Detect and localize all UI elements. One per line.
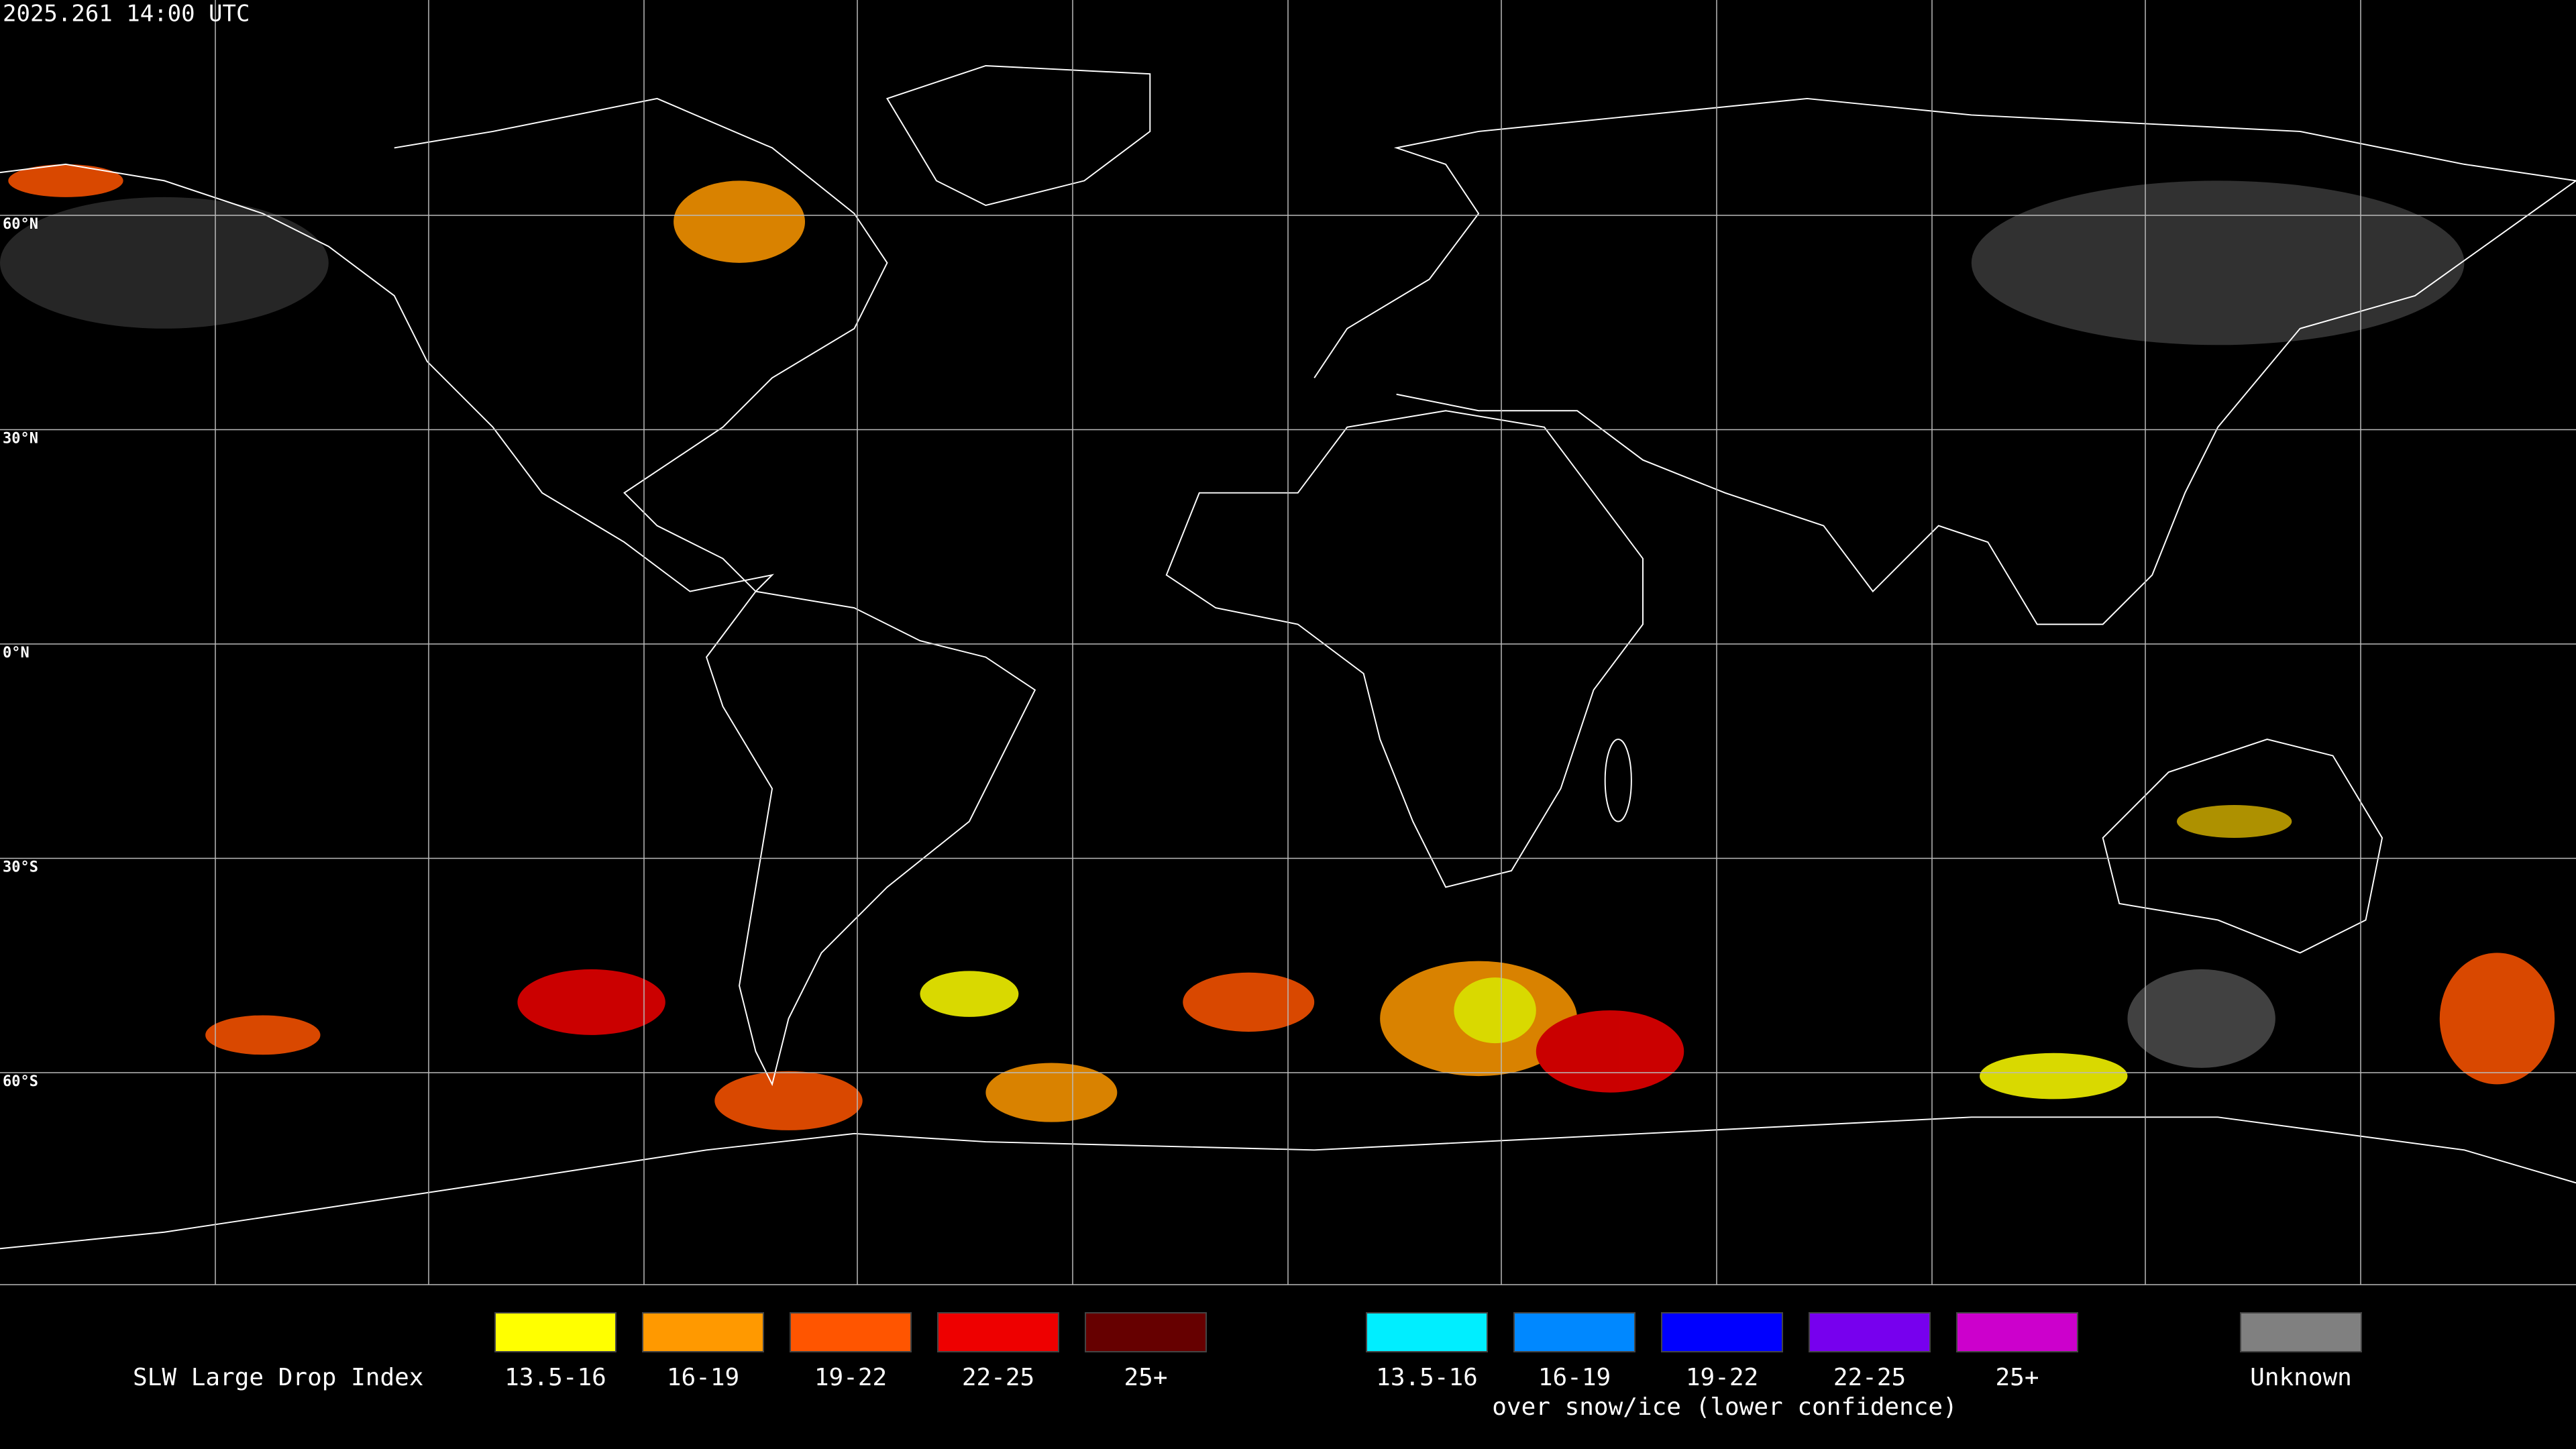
cloud-patch (1183, 972, 1315, 1032)
legend-label: 19-22 (1686, 1364, 1758, 1391)
parallels: 60°N 30°N 0°N 30°S 60°S (0, 215, 2576, 1090)
legend-label: 13.5-16 (504, 1364, 606, 1391)
cloud-patch (1454, 977, 1536, 1044)
cloud-patch (2439, 953, 2555, 1085)
latitude-label: 0°N (3, 645, 30, 661)
cloud-patch (0, 197, 329, 329)
legend-swatch (1956, 1312, 2078, 1352)
legend-title: SLW Large Drop Index (133, 1364, 423, 1391)
legend-swatch (2240, 1312, 2362, 1352)
cloud-patch (714, 1071, 863, 1130)
legend-swatch (1085, 1312, 1207, 1352)
africa (1165, 410, 1644, 888)
eurasia (1313, 97, 2576, 625)
legend-label: 25+ (1995, 1364, 2039, 1391)
latitude-label: 30°N (3, 431, 38, 447)
antarctica (0, 1116, 2576, 1250)
cloud-patch (2127, 969, 2275, 1068)
legend-swatch (937, 1312, 1059, 1352)
cloud-patch (1980, 1053, 2128, 1099)
legend-swatch (494, 1312, 616, 1352)
madagascar (1604, 739, 1632, 822)
legend-swatch (790, 1312, 912, 1352)
legend-swatch (1513, 1312, 1635, 1352)
australia (2102, 739, 2383, 954)
legend-swatch (1809, 1312, 1931, 1352)
latitude-label: 30°S (3, 859, 38, 876)
legend-label: 19-22 (814, 1364, 887, 1391)
graticule (0, 0, 2576, 1285)
legend-label: 22-25 (1833, 1364, 1906, 1391)
legend-label: 25+ (1124, 1364, 1167, 1391)
cloud-patch (1971, 180, 2465, 345)
coastlines (0, 64, 2576, 1250)
cloud-patch (205, 1015, 321, 1055)
latitude-label: 60°N (3, 216, 38, 233)
north-america (0, 97, 888, 593)
south-america (705, 590, 1036, 1087)
cloud-patch (517, 969, 665, 1035)
legend-label: 16-19 (667, 1364, 739, 1391)
cloud-patch (985, 1063, 1118, 1122)
greenland (885, 64, 1151, 207)
cloud-patch (674, 180, 806, 263)
cloud-patch (8, 164, 123, 197)
cloud-patch (2176, 805, 2292, 838)
legend-label: Unknown (2250, 1364, 2352, 1391)
legend-label: 22-25 (962, 1364, 1034, 1391)
legend-label: 16-19 (1538, 1364, 1611, 1391)
legend: 13.5-16 16-19 19-22 22-25 25+ 13.5-16 16-19 19-… (494, 1312, 2362, 1391)
cloud-patch (920, 971, 1019, 1017)
map-layer (0, 64, 2576, 1250)
timestamp: 2025.261 14:00 UTC (3, 1, 250, 28)
cloud-patch (1536, 1010, 1684, 1093)
latitude-label: 60°S (3, 1073, 38, 1090)
legend-swatch (1366, 1312, 1488, 1352)
snow-caption: over snow/ice (lower confidence) (1492, 1393, 1957, 1421)
legend-label: 13.5-16 (1376, 1364, 1478, 1391)
cloud-patches (0, 164, 2555, 1130)
legend-swatch (642, 1312, 764, 1352)
legend-swatch (1661, 1312, 1783, 1352)
